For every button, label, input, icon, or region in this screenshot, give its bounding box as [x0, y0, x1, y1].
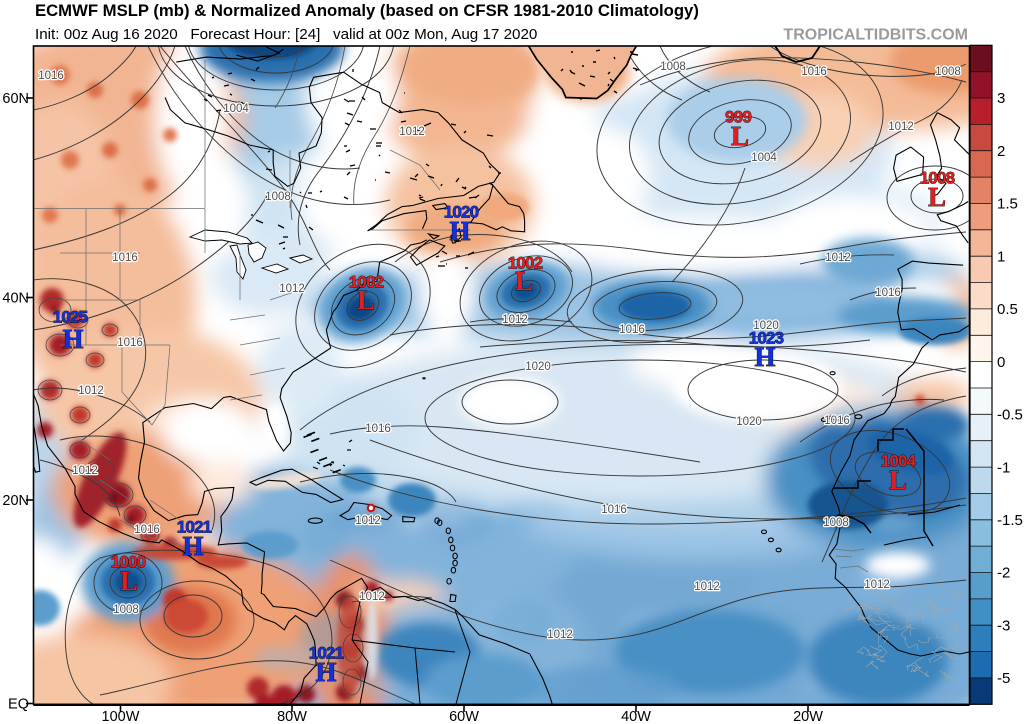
svg-text:1012: 1012: [279, 283, 305, 295]
svg-text:H: H: [449, 216, 470, 246]
svg-text:1004: 1004: [223, 103, 249, 115]
svg-text:L: L: [731, 121, 749, 151]
svg-text:60W: 60W: [449, 709, 479, 724]
svg-text:1020: 1020: [736, 416, 762, 428]
svg-text:1008: 1008: [660, 61, 686, 73]
svg-text:20N: 20N: [2, 493, 29, 509]
svg-text:L: L: [515, 266, 533, 296]
svg-text:999: 999: [725, 108, 751, 127]
svg-text:1002: 1002: [349, 273, 384, 292]
svg-text:1008: 1008: [113, 604, 139, 616]
svg-text:H: H: [315, 657, 336, 687]
svg-text:1016: 1016: [824, 415, 850, 427]
svg-text:L: L: [357, 285, 375, 315]
svg-text:Init: 00z Aug 16 2020 Foreca: Init: 00z Aug 16 2020 Forecast Hour: [24…: [35, 26, 537, 43]
svg-text:40N: 40N: [2, 291, 29, 307]
svg-text:H: H: [62, 324, 83, 354]
svg-text:-1.5: -1.5: [997, 512, 1023, 529]
svg-text:1002: 1002: [508, 254, 543, 273]
svg-text:-3: -3: [997, 617, 1010, 634]
svg-text:-1: -1: [997, 459, 1010, 476]
svg-text:1.5: 1.5: [997, 196, 1018, 213]
svg-text:80W: 80W: [277, 709, 307, 724]
svg-text:1012: 1012: [359, 591, 385, 603]
svg-text:1020: 1020: [525, 361, 551, 373]
svg-text:1012: 1012: [355, 515, 381, 527]
svg-text:-5: -5: [997, 670, 1010, 687]
svg-text:40W: 40W: [621, 709, 651, 724]
svg-text:ECMWF MSLP (mb) & Normalized A: ECMWF MSLP (mb) & Normalized Anomaly (ba…: [35, 1, 699, 20]
svg-text:100W: 100W: [102, 709, 140, 724]
svg-text:20W: 20W: [793, 709, 823, 724]
svg-text:1012: 1012: [72, 465, 98, 477]
svg-text:3: 3: [997, 90, 1005, 107]
svg-text:1021: 1021: [177, 518, 212, 537]
svg-text:1012: 1012: [888, 121, 914, 133]
svg-text:-2: -2: [997, 565, 1010, 582]
svg-text:1004: 1004: [881, 452, 917, 471]
svg-text:1012: 1012: [502, 314, 528, 326]
svg-text:2: 2: [997, 143, 1005, 160]
svg-text:H: H: [182, 531, 203, 561]
svg-text:1: 1: [997, 248, 1005, 265]
svg-text:L: L: [889, 465, 907, 495]
svg-text:1020: 1020: [444, 203, 479, 222]
svg-text:H: H: [754, 342, 775, 372]
svg-text:1004: 1004: [751, 152, 777, 164]
svg-text:L: L: [928, 182, 946, 212]
svg-text:1016: 1016: [619, 324, 645, 336]
svg-text:0: 0: [997, 354, 1005, 371]
svg-text:1020: 1020: [753, 320, 779, 332]
svg-text:1016: 1016: [38, 70, 64, 82]
svg-text:1016: 1016: [365, 423, 391, 435]
svg-text:1012: 1012: [864, 579, 890, 591]
svg-text:1012: 1012: [694, 581, 720, 593]
svg-text:1016: 1016: [601, 504, 627, 516]
svg-text:1012: 1012: [78, 385, 104, 397]
svg-text:1008: 1008: [823, 517, 849, 529]
svg-text:1021: 1021: [309, 644, 344, 663]
svg-text:TROPICALTIDBITS.COM: TROPICALTIDBITS.COM: [783, 27, 968, 44]
svg-text:1008: 1008: [935, 66, 961, 78]
svg-text:1012: 1012: [399, 126, 425, 138]
svg-text:1016: 1016: [875, 287, 901, 299]
svg-text:1016: 1016: [134, 524, 160, 536]
svg-text:1016: 1016: [801, 66, 827, 78]
svg-text:1000: 1000: [111, 553, 146, 572]
svg-text:1008: 1008: [920, 169, 955, 188]
svg-text:1016: 1016: [117, 337, 143, 349]
svg-text:1008: 1008: [265, 191, 291, 203]
svg-text:1012: 1012: [547, 629, 573, 641]
svg-text:-0.5: -0.5: [997, 407, 1023, 424]
svg-text:1016: 1016: [112, 252, 138, 264]
svg-text:60N: 60N: [2, 91, 29, 107]
svg-text:1023: 1023: [749, 329, 784, 348]
svg-text:0.5: 0.5: [997, 301, 1018, 318]
svg-text:EQ: EQ: [8, 697, 29, 713]
svg-text:L: L: [120, 566, 138, 596]
svg-text:1012: 1012: [825, 252, 851, 264]
svg-text:1025: 1025: [53, 308, 88, 327]
